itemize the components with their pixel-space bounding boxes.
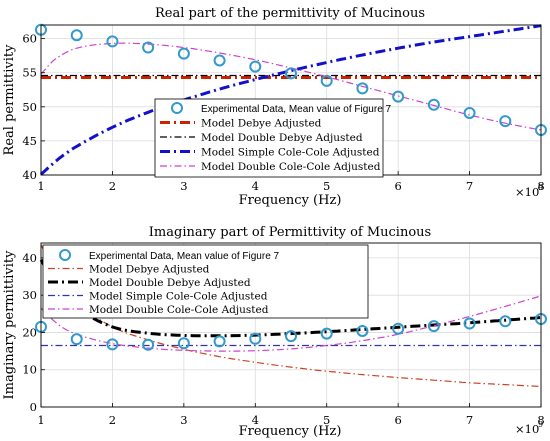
data-point [392,322,405,335]
y-tick-label: 20 [22,325,37,339]
x-tick-label: 4 [252,179,259,193]
legend-item: Model Double Debye Adjusted [48,277,251,289]
x-multiplier: ×10 9 [515,420,543,436]
data-point [463,106,476,119]
chart-title: Real part of the permittivity of Mucinou… [155,6,425,21]
data-point [356,82,369,95]
x-tick-label: 1 [37,413,44,427]
x-tick-label: 2 [109,413,116,427]
y-tick-label: 50 [22,100,37,114]
legend-marker [59,249,71,261]
legend: Experimental Data, Mean value of Figure … [42,244,369,319]
legend-label: Experimental Data, Mean value of Figure … [89,251,280,262]
x-tick-label: 6 [394,413,401,427]
x-multiplier-exp: 9 [538,420,543,429]
legend-label: Model Double Debye Adjusted [201,132,363,144]
legend-item: Model Simple Cole-Cole Adjusted [160,147,380,159]
series-line-4 [40,295,542,352]
x-tick-label: 5 [323,413,330,427]
legend-item: Experimental Data, Mean value of Figure … [59,249,280,262]
x-tick-label: 3 [180,179,187,193]
data-point [320,327,333,340]
data-point [249,332,262,345]
series-experimental-data [35,23,547,136]
legend: Experimental Data, Mean value of Figure … [154,98,392,178]
legend-label: Experimental Data, Mean value of Figure … [201,104,392,115]
legend-item: Model Double Cole-Cole Adjusted [48,304,269,316]
x-multiplier-base: ×10 [515,185,539,199]
x-tick-label: 7 [466,413,473,427]
y-tick-label: 40 [22,168,37,182]
x-multiplier-base: ×10 [515,422,539,436]
legend-item: Experimental Data, Mean value of Figure … [171,102,392,115]
data-point [427,98,440,111]
y-tick-label: 60 [22,32,37,46]
y-tick-label: 40 [22,251,37,265]
series-line-4 [40,42,542,131]
data-point [427,320,440,333]
y-tick-label: 45 [22,134,37,148]
legend-marker [171,102,183,114]
legend-box [154,98,384,178]
x-multiplier-exp: 9 [538,183,543,192]
x-tick-label: 1 [37,179,44,193]
y-axis-label: Real permittivity [2,44,17,156]
y-tick-label: 30 [22,288,37,302]
legend-label: Model Simple Cole-Cole Adjusted [201,147,380,159]
legend-label: Model Simple Cole-Cole Adjusted [89,291,268,303]
data-point [177,337,190,350]
data-point [285,330,297,343]
x-tick-label: 4 [252,413,259,427]
legend-item: Model Double Cole-Cole Adjusted [160,161,381,173]
data-point [142,338,155,351]
y-tick-label: 55 [22,66,37,80]
x-tick-label: 8 [537,413,544,427]
real-permittivity-chart: Real part of the permittivity of Mucinou… [2,6,547,208]
x-tick-label: 8 [537,179,544,193]
series-line-2 [39,259,542,338]
x-tick-label: 6 [394,179,401,193]
plot-frame [40,242,542,408]
chart-title: Imaginary part of Permittivity of Mucino… [149,225,431,240]
data-point [70,333,83,346]
x-tick-label: 7 [466,179,473,193]
data-point [213,54,226,67]
data-point [213,335,226,348]
data-point [356,324,369,337]
legend-label: Model Double Cole-Cole Adjusted [89,304,269,316]
legend-item: Model Debye Adjusted [48,264,210,276]
y-tick-label: 10 [22,363,37,377]
data-point [249,60,262,73]
legend-item: Model Double Debye Adjusted [160,132,363,144]
data-point [70,29,83,42]
x-tick-label: 2 [109,179,116,193]
x-tick-label: 5 [323,179,330,193]
x-axis-label: Frequency (Hz) [239,424,342,439]
legend-item: Model Debye Adjusted [160,118,322,130]
legend-item: Model Simple Cole-Cole Adjusted [48,291,268,303]
legend-label: Model Debye Adjusted [89,264,210,276]
data-point [177,47,190,60]
series-line-3 [40,24,542,176]
x-tick-label: 3 [180,413,187,427]
legend-box [42,244,369,319]
data-point [499,115,512,128]
data-point [106,338,119,351]
data-point [142,41,155,54]
data-point [499,315,512,328]
x-axis-label: Frequency (Hz) [239,193,342,208]
legend-label: Model Debye Adjusted [201,118,322,130]
data-point [392,90,405,103]
data-point [106,35,119,48]
legend-label: Model Double Cole-Cole Adjusted [201,161,381,173]
data-point [320,74,333,87]
x-multiplier: ×10 9 [515,183,543,199]
y-axis-label: Imaginary permittivity [2,250,17,400]
data-point [285,67,297,80]
imaginary-permittivity-chart: Imaginary part of Permittivity of Mucino… [2,225,547,439]
legend-label: Model Double Debye Adjusted [89,277,251,289]
data-point [463,317,476,330]
y-tick-label: 0 [30,400,37,414]
